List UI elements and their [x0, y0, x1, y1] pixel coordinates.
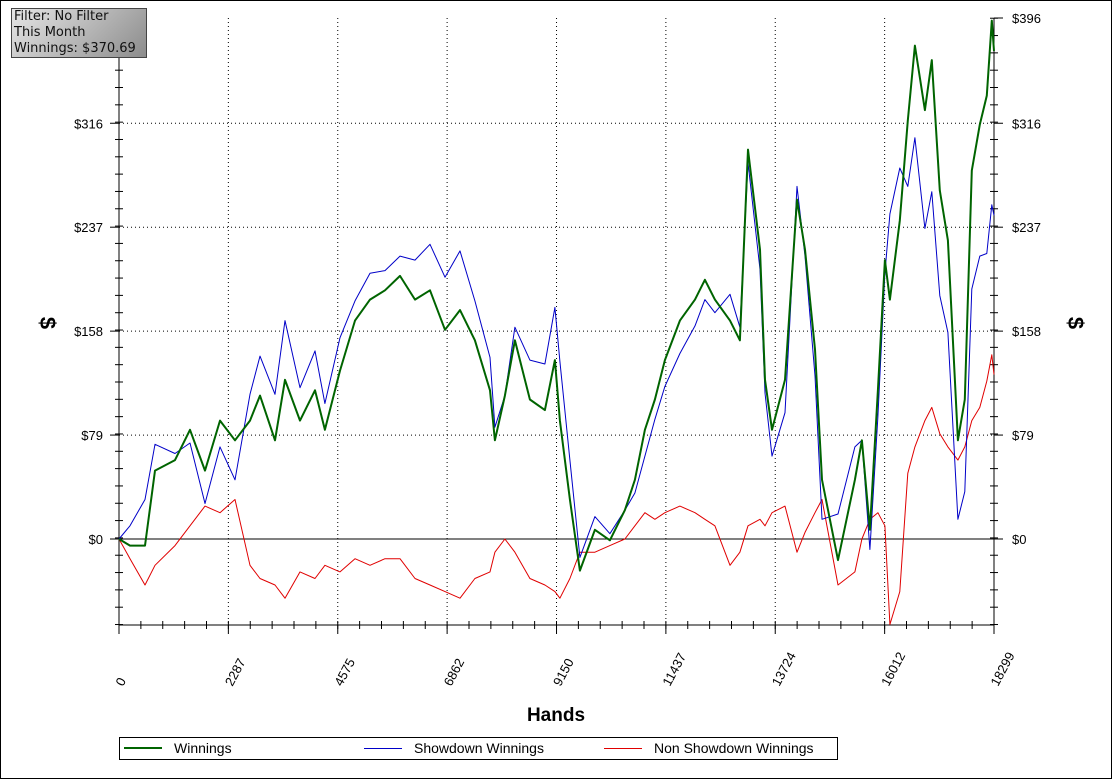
y-tick-label-right: $0: [1012, 532, 1026, 547]
series-line-winnings: [118, 19, 995, 572]
x-axis-label: Hands: [527, 705, 585, 726]
legend-swatch: [364, 747, 402, 749]
y-tick-label-right: $316: [1012, 116, 1041, 131]
period-text: This Month: [14, 25, 86, 40]
series-line-non-showdown-winnings: [118, 354, 995, 625]
legend-label: Non Showdown Winnings: [654, 740, 814, 756]
info-box: Filter: No Filter This Month Winnings: $…: [11, 8, 147, 58]
y-tick-label-right: $237: [1012, 220, 1041, 235]
y-axis-label-left: $: [35, 317, 60, 329]
y-tick-label-left: $158: [74, 324, 103, 339]
legend-label: Showdown Winnings: [414, 740, 544, 756]
y-tick-label-right: $79: [1012, 428, 1034, 443]
y-axis-label-right: $: [1063, 317, 1088, 329]
y-tick-label-left: $0: [89, 532, 103, 547]
y-tick-label-right: $396: [1012, 11, 1041, 26]
legend-swatch: [604, 747, 642, 749]
y-tick-label-left: $237: [74, 220, 103, 235]
grid: [119, 18, 994, 625]
series-line-showdown-winnings: [118, 137, 995, 558]
legend-item-non-showdown: Non Showdown Winnings: [604, 740, 814, 756]
legend-swatch: [124, 747, 162, 749]
winnings-text: Winnings: $370.69: [14, 41, 136, 56]
legend-item-winnings: Winnings: [124, 740, 232, 756]
legend-item-showdown: Showdown Winnings: [364, 740, 544, 756]
legend: Winnings Showdown Winnings Non Showdown …: [119, 737, 838, 760]
y-tick-label-right: $158: [1012, 324, 1041, 339]
y-tick-label-left: $79: [81, 428, 103, 443]
series-lines: [118, 19, 995, 625]
filter-text: Filter: No Filter: [14, 9, 109, 24]
legend-label: Winnings: [174, 740, 232, 756]
y-tick-label-left: $316: [74, 116, 103, 131]
